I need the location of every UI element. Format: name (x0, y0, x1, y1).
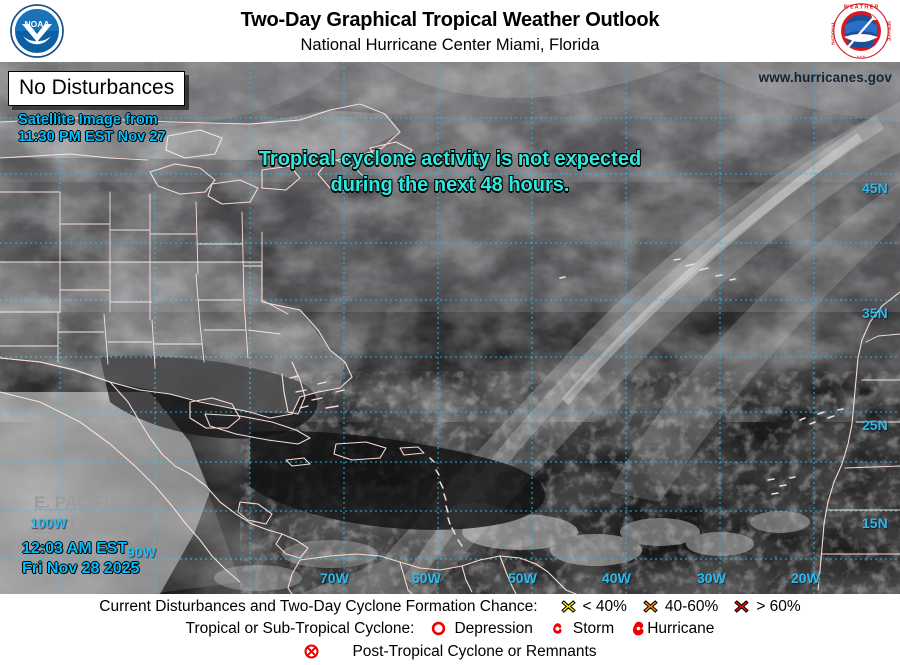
nws-logo-icon: W E A T H E R NATIONAL SERVICE • • • (831, 3, 892, 59)
x-mark-icon (560, 600, 576, 613)
local-time-line2: Fri Nov 28 2025 (22, 560, 140, 577)
page-header: NOAA Two-Day Graphical Tropical Weather … (0, 0, 900, 62)
hurricanes-gov-url[interactable]: www.hurricanes.gov (758, 70, 892, 85)
page-title: Two-Day Graphical Tropical Weather Outlo… (240, 9, 660, 31)
center-message: Tropical cyclone activity is not expecte… (0, 146, 900, 198)
east-pacific-outlook-line1: E. PACIFIC (34, 493, 122, 512)
legend-row-formation-chance: Current Disturbances and Two-Day Cyclone… (0, 594, 900, 617)
legend-post-tropical-label: Post-Tropical Cyclone or Remnants (352, 642, 597, 660)
lon-label-30w: 30W (697, 570, 726, 586)
legend-item-depression: Depression (430, 619, 533, 639)
lon-label-40w: 40W (602, 570, 631, 586)
satellite-timestamp-line2: 11:30 PM EST Nov 27 (18, 129, 166, 145)
svg-text:• • •: • • • (857, 54, 865, 59)
legend-chance-low-label: < 40% (582, 597, 627, 615)
legend-item-chance-low: < 40% (560, 597, 627, 617)
no-disturbances-label: No Disturbances (19, 76, 175, 99)
lon-label-90w: 90W (127, 544, 156, 560)
lon-label-50w: 50W (508, 570, 537, 586)
svg-text:SERVICE: SERVICE (887, 21, 892, 41)
lon-label-60w: 60W (412, 570, 441, 586)
legend-item-hurricane: Hurricane (630, 619, 714, 639)
center-message-line1: Tropical cyclone activity is not expecte… (258, 148, 642, 170)
storm-spiral-icon (553, 623, 562, 634)
legend-depression-label: Depression (454, 619, 533, 637)
legend-item-chance-high: > 60% (734, 597, 801, 617)
noaa-logo-icon: NOAA (10, 4, 64, 58)
legend-row-cyclone-types: Tropical or Sub-Tropical Cyclone: Depres… (0, 617, 900, 640)
east-pacific-outlook-link[interactable]: E. PACIFIC OUTLOOK (34, 491, 122, 537)
no-disturbances-badge: No Disturbances (8, 71, 186, 106)
satellite-timestamp-line1: Satellite Image from (18, 112, 158, 128)
center-message-line2: during the next 48 hours. (330, 174, 570, 196)
legend-hurricane-label: Hurricane (647, 619, 715, 637)
legend-item-storm: Storm (549, 619, 614, 639)
legend-chance-medium-label: 40-60% (664, 597, 719, 615)
svg-text:NATIONAL: NATIONAL (831, 21, 836, 45)
local-time-stamp: 12:03 AM EST Fri Nov 28 2025 (22, 539, 139, 579)
lon-label-20w: 20W (791, 570, 820, 586)
lon-label-100w: 100W (30, 515, 67, 531)
legend-row-post-tropical: Post-Tropical Cyclone or Remnants (0, 640, 900, 663)
legend-storm-label: Storm (572, 619, 615, 637)
satellite-timestamp: Satellite Image from 11:30 PM EST Nov 27 (18, 112, 166, 146)
lat-label-15n: 15N (862, 515, 888, 531)
title-block: Two-Day Graphical Tropical Weather Outlo… (0, 0, 900, 55)
circled-x-icon (304, 644, 319, 659)
legend-chance-high-label: > 60% (756, 597, 801, 615)
lat-label-45n: 45N (862, 180, 888, 196)
lat-label-25n: 25N (862, 417, 888, 433)
local-time-line1: 12:03 AM EST (22, 540, 128, 557)
open-circle-icon (432, 621, 446, 636)
x-mark-icon (643, 600, 658, 613)
hurricane-spiral-icon (633, 621, 644, 636)
east-pacific-outlook-line2: OUTLOOK (34, 516, 119, 535)
svg-text:W E A T H E R: W E A T H E R (844, 5, 879, 11)
legend-formation-chance-label: Current Disturbances and Two-Day Cyclone… (99, 597, 538, 615)
satellite-image-map[interactable]: No Disturbances Satellite Image from 11:… (0, 62, 900, 594)
legend-cyclone-type-label: Tropical or Sub-Tropical Cyclone: (185, 619, 415, 637)
page-subtitle: National Hurricane Center Miami, Florida (300, 36, 600, 54)
coastlines (0, 103, 900, 594)
lat-label-35n: 35N (862, 305, 888, 321)
x-mark-icon (734, 600, 749, 613)
lon-label-70w: 70W (320, 570, 349, 586)
legend: Current Disturbances and Two-Day Cyclone… (0, 594, 900, 665)
svg-text:NOAA: NOAA (24, 19, 49, 29)
legend-item-chance-medium: 40-60% (643, 597, 718, 617)
